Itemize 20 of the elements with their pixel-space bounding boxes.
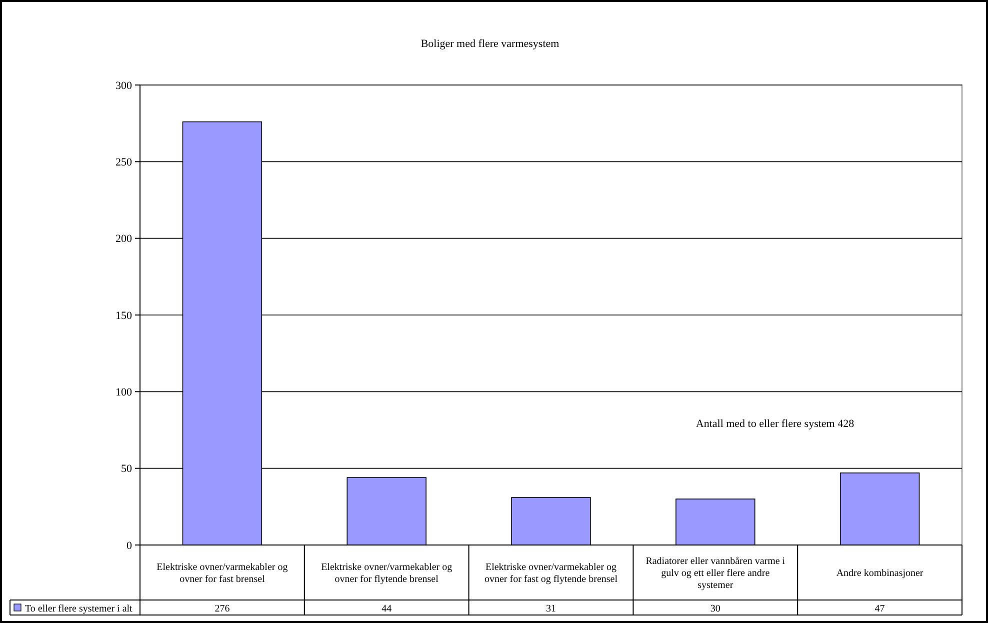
chart-title: Boliger med flere varmesystem (420, 38, 560, 50)
x-tick-label: Elektriske ovner/varmekabler og ovner for flytende brensel (321, 562, 452, 585)
x-tick-label: Elektriske ovner/varmekabler og ovner for fast og flytende brensel (484, 562, 618, 585)
data-label: 31 (546, 604, 556, 614)
data-label: 30 (710, 604, 720, 614)
data-label: 44 (382, 604, 392, 614)
y-tick-label: 50 (121, 463, 132, 476)
y-tick-label: 0 (126, 540, 132, 552)
y-tick-label: 100 (116, 386, 132, 399)
data-label: 47 (874, 604, 885, 614)
x-tick-label: Elektriske ovner/varmekabler og ovner for fast brensel (156, 562, 288, 585)
x-tick-label: Andre kombinasjoner (836, 568, 924, 579)
legend-label: To eller flere systemer i alt (25, 604, 133, 614)
y-tick-label: 150 (116, 310, 132, 322)
annotation: Antall med to eller flere system 428 (696, 418, 855, 430)
x-tick-label: Radiatorer eller vannbåren varme i gulv og ett eller flere andre systemer (646, 556, 786, 591)
y-tick-label: 250 (116, 156, 132, 169)
data-label: 276 (214, 604, 230, 614)
y-tick-label: 200 (116, 233, 132, 246)
y-tick-label: 300 (116, 80, 132, 92)
